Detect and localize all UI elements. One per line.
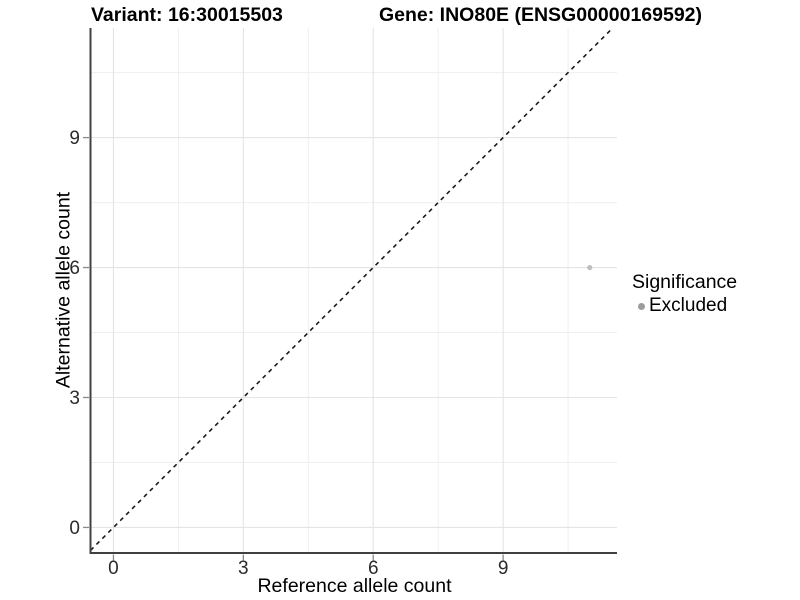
y-tick-label: 6 bbox=[69, 258, 80, 279]
x-tick-label: 0 bbox=[108, 558, 119, 579]
legend-item-label: Excluded bbox=[649, 295, 728, 316]
legend-title: Significance bbox=[632, 271, 738, 293]
legend: Significance Excluded bbox=[631, 271, 737, 317]
y-axis-title: Alternative allele count bbox=[52, 191, 75, 389]
y-tick-label: 9 bbox=[69, 128, 80, 149]
gene-title: Gene: INO80E (ENSG00000169592) bbox=[379, 4, 703, 26]
legend-item-excluded: Excluded bbox=[631, 295, 737, 317]
x-tick-label: 3 bbox=[238, 558, 249, 579]
x-axis-title: Reference allele count bbox=[257, 575, 452, 597]
data-point bbox=[587, 264, 593, 271]
identity-line bbox=[89, 27, 614, 551]
x-tick-label: 6 bbox=[368, 558, 379, 579]
y-tick-label: 3 bbox=[69, 388, 80, 409]
legend-point-icon bbox=[638, 302, 645, 310]
x-tick-label: 9 bbox=[498, 558, 509, 579]
variant-title: Variant: 16:30015503 bbox=[91, 4, 283, 26]
y-tick-label: 0 bbox=[69, 518, 80, 539]
